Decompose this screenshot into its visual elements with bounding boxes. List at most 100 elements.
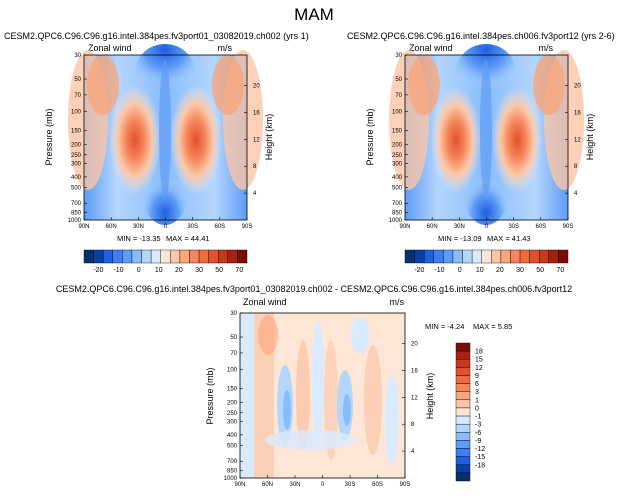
- panel-3-min: MIN = -4.24: [425, 322, 464, 331]
- colorbar-label: 50: [536, 267, 544, 274]
- panel-3-y-ticks: 30 50 70 100 150 200 250 300 400 500 700 850 1000: [224, 311, 243, 482]
- x-tick-label: 90N: [399, 224, 410, 230]
- colorbar-box: [481, 249, 492, 264]
- panel-2-jet-north: [431, 87, 481, 193]
- y-tick-label: 300: [227, 419, 238, 425]
- y-tick-label: 1000: [389, 218, 403, 224]
- x-tick-label: 30S: [508, 224, 519, 230]
- colorbar-label: 15: [475, 357, 483, 364]
- colorbar-box: [455, 415, 471, 425]
- colorbar-box: [198, 249, 209, 264]
- colorbar-label: 10: [155, 267, 163, 274]
- colorbar-label: 20: [496, 267, 504, 274]
- colorbar-box: [227, 249, 238, 264]
- y-tick-label: 50: [395, 77, 402, 83]
- x-tick-label: 90S: [563, 224, 574, 230]
- colorbar-box: [141, 249, 152, 264]
- panel-2-ylabel: Pressure (mb): [365, 108, 375, 165]
- panel-1-max: MAX = 44.41: [166, 234, 210, 243]
- colorbar-label: 50: [215, 267, 223, 274]
- colorbar-box: [471, 249, 482, 264]
- y2-tick-label: 12: [411, 395, 418, 401]
- y2-tick-label: 20: [574, 84, 581, 90]
- panel-3-variable: Zonal wind: [243, 297, 287, 307]
- colorbar-label: -6: [475, 430, 481, 437]
- colorbar-label: 10: [476, 267, 484, 274]
- colorbar-box: [455, 456, 471, 465]
- colorbar-box: [452, 249, 463, 264]
- y-tick-label: 400: [71, 175, 82, 181]
- panel-2-y2label: Height (km): [585, 114, 595, 161]
- y-tick-label: 30: [395, 53, 402, 59]
- x-tick-label: 30S: [345, 482, 356, 488]
- colorbar-box: [433, 249, 444, 264]
- colorbar-box: [510, 249, 521, 264]
- y-tick-label: 100: [71, 110, 82, 116]
- colorbar-box: [455, 423, 471, 433]
- colorbar-label: -18: [475, 462, 485, 469]
- panel-2-units: m/s: [539, 43, 554, 53]
- colorbar-box: [423, 249, 434, 264]
- colorbar-box: [404, 249, 415, 264]
- colorbar-box: [500, 249, 511, 264]
- colorbar-label: 1: [475, 397, 479, 404]
- colorbar-box: [455, 432, 471, 441]
- panel-2-y-ticks: 30 50 70 100 150 200 250 300 400 500 700 850 1000: [389, 53, 408, 224]
- y-tick-label: 400: [227, 433, 238, 439]
- colorbar-box: [455, 440, 471, 449]
- y-tick-label: 30: [74, 53, 81, 59]
- colorbar-box: [519, 249, 530, 264]
- colorbar-label: -10: [434, 267, 444, 274]
- panel-1-units: m/s: [218, 43, 233, 53]
- panel-2-x-ticks: 90N 60N 30N 0 30S 60S 90S: [399, 217, 573, 230]
- y-tick-label: 250: [227, 411, 238, 417]
- colorbar-box: [102, 249, 113, 264]
- colorbar-label: -10: [113, 267, 123, 274]
- colorbar-box: [189, 249, 200, 264]
- colorbar-label: 70: [235, 267, 243, 274]
- x-tick-label: 60S: [535, 224, 546, 230]
- panel-1-y2label: Height (km): [264, 114, 274, 161]
- x-tick-label: 60N: [106, 224, 117, 230]
- panel-1-field: [68, 44, 263, 225]
- y-tick-label: 70: [230, 351, 237, 357]
- colorbar-label: -1: [475, 414, 481, 421]
- x-tick-label: 60S: [372, 482, 383, 488]
- colorbar-box: [455, 359, 471, 368]
- colorbar-box: [150, 249, 161, 264]
- panel-3-field: [240, 313, 405, 478]
- colorbar-label: -3: [475, 422, 481, 429]
- y-tick-label: 50: [74, 77, 81, 83]
- colorbar-box: [455, 383, 471, 392]
- colorbar-box: [414, 249, 425, 264]
- x-tick-label: 60N: [427, 224, 438, 230]
- y-tick-label: 700: [227, 459, 238, 465]
- y2-tick-label: 20: [253, 84, 260, 90]
- colorbar-label: 30: [195, 267, 203, 274]
- panel-3: CESM2.QPC6.C96.C96.g16.intel.384pes.fv3p…: [56, 284, 572, 488]
- colorbar-box: [455, 342, 471, 352]
- y-tick-label: 150: [71, 129, 82, 135]
- y2-tick-label: 8: [411, 422, 415, 428]
- y-tick-label: 200: [227, 400, 238, 406]
- y2-tick-label: 4: [253, 191, 257, 197]
- y-tick-label: 400: [392, 175, 403, 181]
- season-title: MAM: [294, 5, 334, 24]
- colorbar-label: 18: [475, 349, 483, 356]
- colorbar-box: [455, 464, 471, 474]
- panel-3-title: CESM2.QPC6.C96.C96.g16.intel.384pes.fv3p…: [56, 284, 572, 294]
- y-tick-label: 150: [392, 129, 403, 135]
- colorbar-box: [455, 375, 471, 384]
- panel-1-x-ticks: 90N 60N 30N 0 30S 60S 90S: [78, 217, 252, 230]
- panel-3-units: m/s: [390, 297, 405, 307]
- panel-1-y-ticks: 30 50 70 100 150 200 250 300 400 500 700 850 1000: [68, 53, 87, 224]
- panel-1-title: CESM2.QPC6.C96.C96.g16.intel.384pes.fv3p…: [4, 31, 309, 41]
- y2-tick-label: 12: [253, 137, 260, 143]
- panel-1-ylabel: Pressure (mb): [44, 108, 54, 165]
- colorbar-label: -20: [414, 267, 424, 274]
- y-tick-label: 50: [230, 335, 237, 341]
- colorbar-box: [218, 249, 229, 264]
- y-tick-label: 250: [71, 153, 82, 159]
- y-tick-label: 100: [227, 368, 238, 374]
